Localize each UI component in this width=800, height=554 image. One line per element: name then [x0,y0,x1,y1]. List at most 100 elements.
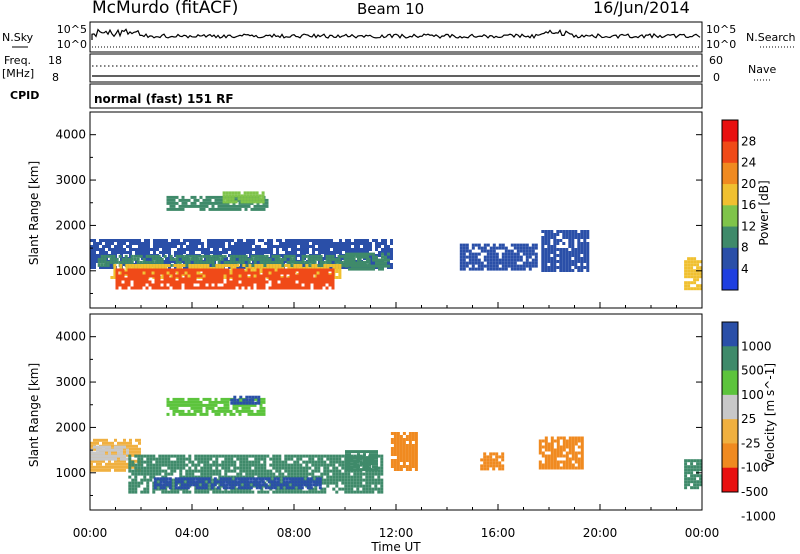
power-cell [231,191,235,195]
velocity-cell [167,454,171,458]
velocity-cell [323,469,327,473]
power-cell [390,242,393,245]
power-cell [125,267,129,270]
power-cell [306,245,309,248]
power-cell [333,251,336,254]
velocity-cell [350,490,354,494]
velocity-cell [188,466,192,470]
velocity-cell [501,455,505,459]
power-cell [360,255,363,259]
power-cell [136,277,140,281]
power-cell [372,264,375,268]
velocity-cell [153,486,157,490]
velocity-cell [483,455,487,459]
power-cell [522,243,526,247]
power-cell [214,254,218,258]
power-cell [387,245,390,248]
power-cell [513,255,517,259]
power-cell [111,251,114,254]
velocity-cell [348,450,351,454]
power-cell [568,245,572,248]
velocity-cell [402,459,406,462]
velocity-cell [217,409,221,413]
velocity-cell [550,454,554,458]
power-cell [289,274,293,278]
power-cell [265,271,269,275]
power-cell [286,277,290,281]
velocity-cell [209,475,213,479]
velocity-cell [170,490,174,494]
power-cell [327,251,330,254]
velocity-cell [368,490,372,494]
velocity-cell [323,487,327,491]
velocity-cell [224,454,228,458]
power-cell [190,280,194,284]
velocity-cell [317,490,321,494]
velocity-cell [164,460,168,464]
power-cell [262,280,266,284]
velocity-cell [204,477,208,481]
velocity-cell [140,466,144,470]
power-cell [528,255,532,259]
power-cell [516,267,520,271]
power-cell [289,286,293,290]
power-cell [319,263,323,267]
velocity-cell [96,441,99,445]
power-cell [121,274,125,278]
power-cell [193,195,197,199]
velocity-cell [393,435,397,438]
power-cell [235,268,239,272]
power-cell [544,233,548,236]
power-cell [200,264,204,267]
time-xtick-label: 20:00 [583,526,618,540]
power-cell [220,271,224,275]
power-cell [354,267,357,271]
velocity-cell [186,486,190,490]
nave-tick-bottom: 0 [713,71,720,84]
velocity-cell [294,483,298,487]
velocity-cell [498,461,502,465]
power-cell [298,283,302,287]
power-cell [105,251,108,254]
velocity-cell [96,454,99,458]
freq-panel: Freq. [MHz] 18 8 60 0 Nave [2,53,776,84]
power-cell [559,251,563,254]
velocity-cell [372,459,375,463]
velocity-cell [275,469,279,473]
velocity-cell [350,487,354,491]
power-cell [243,200,247,204]
velocity-cell [262,397,266,401]
velocity-cell [149,469,153,473]
velocity-cell [338,457,342,461]
power-cell [268,268,272,272]
velocity-cell [495,455,499,459]
power-cell [136,260,140,264]
velocity-cell [344,472,348,476]
power-cell [202,201,206,205]
velocity-cell [222,483,226,487]
power-cell [335,264,339,267]
velocity-cell [99,457,102,461]
power-cell [565,248,569,251]
power-cell [118,283,122,287]
velocity-cell [170,454,174,458]
power-cell [690,287,694,291]
velocity-cell [350,484,354,488]
velocity-colorbar-bin [722,443,738,469]
velocity-cell [189,480,193,484]
power-cell [120,239,123,242]
velocity-cell [699,459,703,463]
velocity-cell [120,454,123,458]
power-cell [336,248,339,251]
power-cell [259,260,263,264]
power-cell [348,266,351,269]
velocity-cell [538,451,542,455]
power-cell [166,286,170,290]
power-cell [105,245,108,248]
velocity-cell [498,455,502,459]
power-cell [187,198,191,202]
power-cell [183,248,186,251]
velocity-cell [239,457,243,461]
power-cell [271,271,275,275]
power-cell [113,276,117,279]
